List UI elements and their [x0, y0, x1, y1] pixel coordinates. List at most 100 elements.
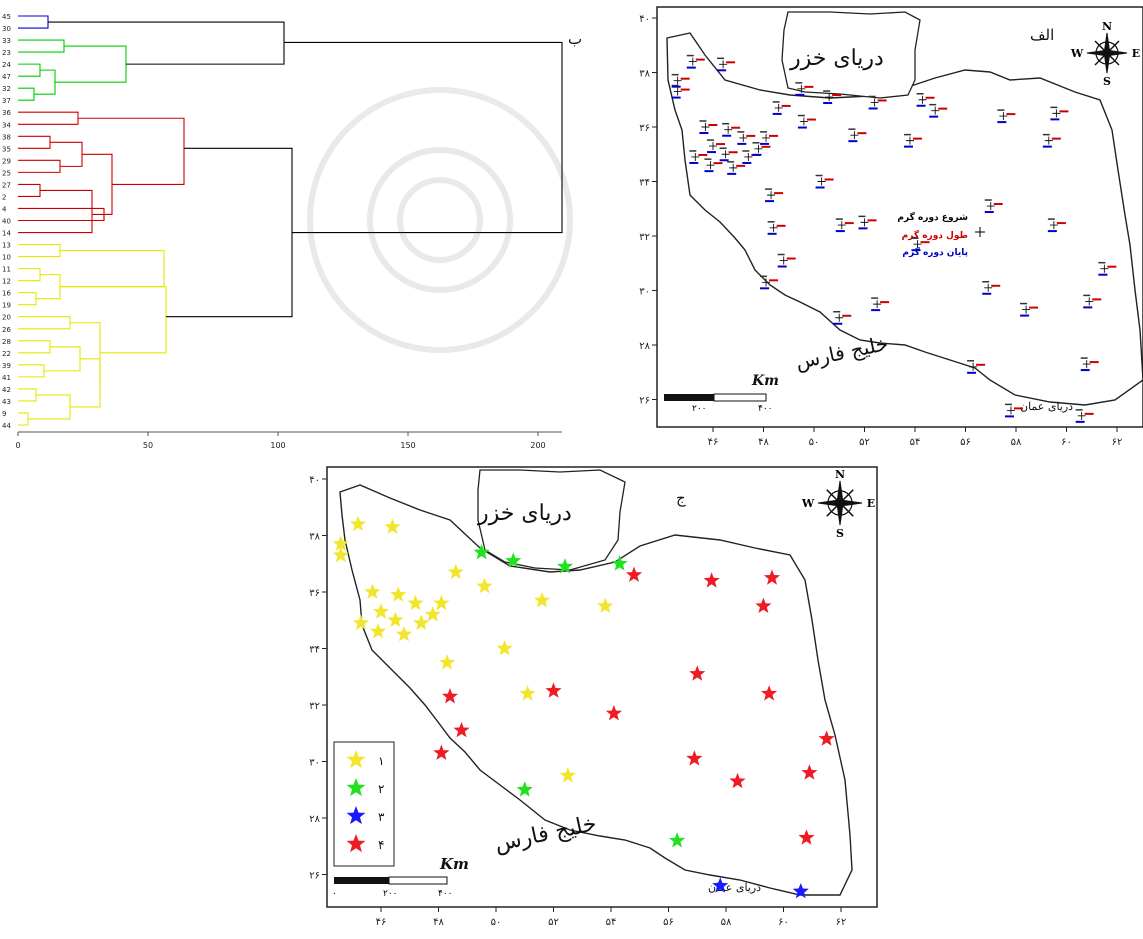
- dendrogram-branch: [18, 388, 37, 402]
- dendrogram-leaf-label: 12: [2, 278, 11, 286]
- compass-diag: [1094, 52, 1108, 66]
- dendrogram-tick-label: 50: [143, 441, 153, 450]
- station-cross: [744, 152, 753, 161]
- station-cross: [984, 283, 993, 292]
- dendrogram-tick-label: 200: [530, 441, 545, 450]
- dendrogram-leaf-label: 47: [2, 73, 11, 81]
- map-bottom-letter: ج: [676, 489, 686, 507]
- station-cross: [767, 191, 776, 200]
- compass-diag: [839, 489, 854, 504]
- station-star-icon: [496, 640, 513, 656]
- lon-tick-label: ۵۰: [809, 437, 820, 448]
- station-cross: [673, 87, 682, 96]
- station-star-icon: [372, 603, 390, 619]
- dendrogram-branch: [18, 340, 51, 354]
- caspian-sea-bottom: [477, 469, 626, 571]
- lat-tick-label: ۳۲: [309, 701, 320, 712]
- dendrogram-leaf-label: 16: [2, 290, 11, 298]
- station-cross: [799, 117, 808, 126]
- station-star-icon: [364, 583, 381, 599]
- dendrogram-leaf-label: 43: [2, 398, 11, 406]
- station-star-icon: [390, 586, 407, 602]
- compass-e: E: [1132, 47, 1140, 60]
- station-cross: [724, 125, 733, 134]
- dendrogram-branch: [18, 364, 45, 378]
- dendrogram-leaf-label: 32: [2, 85, 11, 93]
- map-bottom-scale-bar: Km ۰ ۲۰۰ ۴۰۰: [332, 855, 469, 899]
- compass-w: W: [1070, 47, 1084, 60]
- station-star-icon: [597, 597, 614, 613]
- legend-star-icon: [346, 834, 366, 853]
- dendrogram-leaf-label: 24: [2, 61, 11, 69]
- dendrogram-leaf-label: 41: [2, 374, 11, 382]
- station-star-icon: [611, 555, 628, 571]
- dendrogram-branch: [44, 346, 81, 372]
- lat-tick-label: ۳۲: [639, 232, 650, 243]
- station-star-icon: [559, 767, 576, 783]
- station-cross: [1022, 305, 1031, 314]
- compass-diag: [1094, 40, 1108, 54]
- lon-tick-label: ۵۸: [1011, 437, 1022, 448]
- map-bottom-stations: [332, 515, 835, 899]
- dendrogram-tick-label: 150: [400, 441, 415, 450]
- dendrogram-leaf-label: 14: [2, 230, 11, 238]
- lat-tick-label: ۲۶: [309, 871, 320, 882]
- dendrogram-x-ticks: 0 50 100 150 200: [15, 432, 546, 450]
- station-cross: [739, 133, 748, 142]
- station-cross: [913, 240, 922, 249]
- station-cross: [918, 95, 927, 104]
- lat-tick-label: ۳۸: [639, 69, 650, 80]
- map-top-panel: دریای خزر الف خلیج فارس دریای عمان شروع …: [639, 6, 1143, 448]
- station-cross: [969, 362, 978, 371]
- station-cross: [688, 57, 697, 66]
- station-star-icon: [332, 535, 349, 551]
- compass-s: S: [1103, 75, 1111, 88]
- map-top-letter: الف: [1030, 26, 1054, 44]
- dendrogram-tick-label: 0: [15, 441, 20, 450]
- dendrogram-branch: [18, 15, 49, 29]
- map-top-caspian-label: دریای خزر: [789, 46, 884, 71]
- station-cross: [1100, 264, 1109, 273]
- dendrogram-branch: [166, 147, 293, 318]
- lon-tick-label: ۵۶: [663, 917, 674, 928]
- dendrogram-leaf-label: 9: [2, 410, 6, 418]
- station-cross: [701, 123, 710, 131]
- dendrogram-branch: [18, 111, 79, 125]
- legend-length-label: طول دوره گرم: [902, 229, 968, 241]
- station-cross: [673, 76, 682, 85]
- dendrogram-branch: [78, 117, 185, 185]
- lon-tick-label: ۶۲: [836, 917, 847, 928]
- lat-tick-label: ۴۰: [639, 14, 650, 25]
- lon-tick-label: ۴۶: [708, 437, 719, 448]
- dendrogram-branch: [18, 159, 61, 173]
- dendrogram-branch: [18, 316, 71, 330]
- station-cross: [817, 177, 826, 186]
- station-star-icon: [818, 730, 835, 746]
- dendrogram-branch: [18, 412, 29, 426]
- legend-label: ۲: [378, 782, 384, 796]
- station-cross: [721, 150, 730, 159]
- lat-tick-label: ۳۸: [309, 532, 320, 543]
- dendrogram-leaf-label: 22: [2, 350, 11, 358]
- station-cross: [837, 221, 846, 230]
- map-bottom-scale-400: ۴۰۰: [438, 889, 453, 899]
- lon-tick-label: ۶۰: [778, 917, 789, 928]
- station-cross: [754, 144, 763, 153]
- dendrogram-branch: [18, 183, 41, 197]
- station-cross: [1049, 221, 1058, 230]
- lon-tick-label: ۵۲: [548, 917, 559, 928]
- compass-diag: [826, 502, 841, 517]
- lat-tick-label: ۳۶: [639, 123, 650, 134]
- station-cross: [986, 202, 995, 211]
- station-star-icon: [755, 597, 772, 613]
- station-cross: [835, 313, 844, 322]
- map-top-axis-ticks: ۴۶ ۴۸ ۵۰ ۵۲ ۵۴ ۵۶ ۵۸ ۶۰ ۶۲ ۴۰ ۳۸ ۳۶ ۳۴ ۳۲ ۳۰ ۲۸ ۲۶: [639, 14, 1122, 448]
- dendrogram-branch: [60, 250, 165, 288]
- station-star-icon: [395, 625, 413, 642]
- map-top-scale-bar: Km ۲۰۰ ۴۰۰: [664, 373, 779, 414]
- dendrogram-branches: [18, 15, 563, 426]
- dendrogram-leaf-label: 45: [2, 13, 11, 21]
- station-star-icon: [352, 614, 369, 630]
- dendrogram-leaf-label: 11: [2, 266, 11, 274]
